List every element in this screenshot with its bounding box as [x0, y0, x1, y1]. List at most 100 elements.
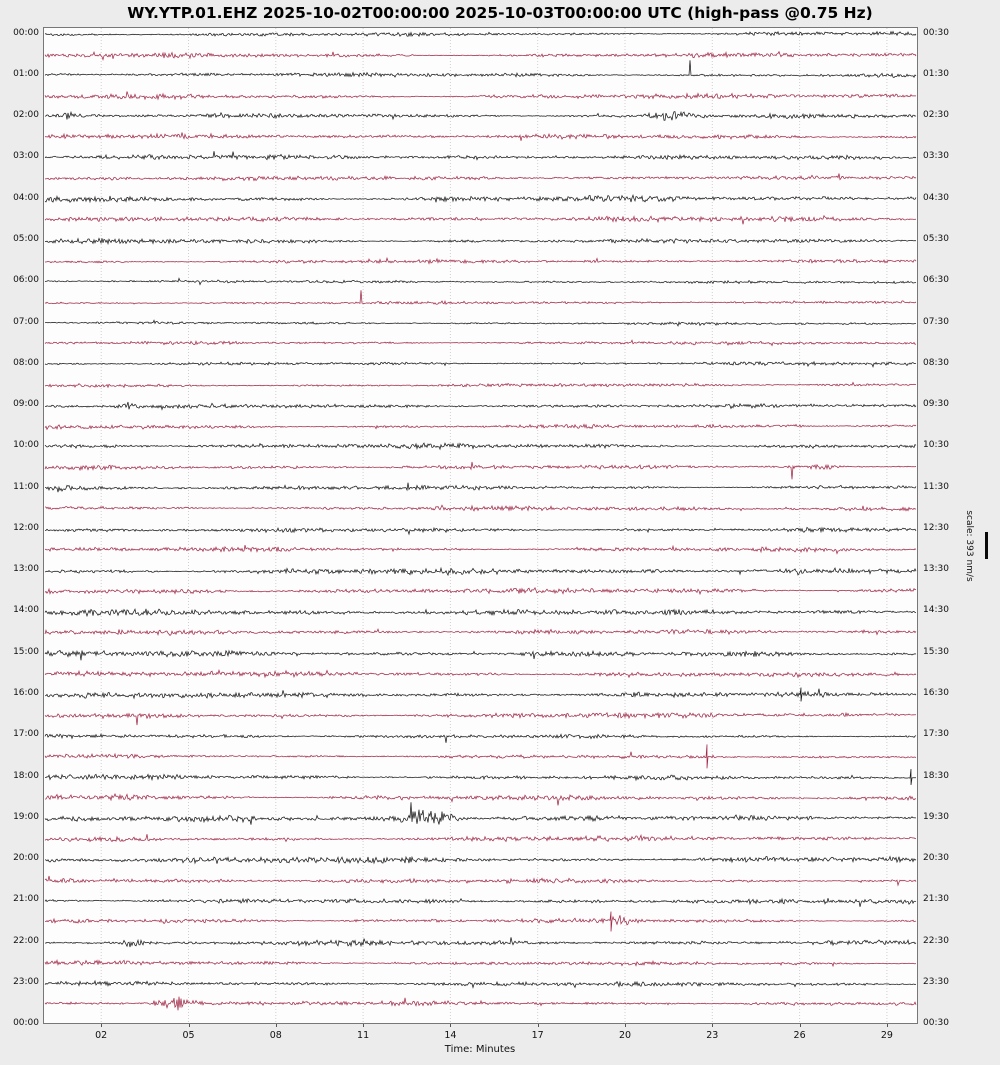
- time-label-right: 01:30: [923, 68, 949, 79]
- trace-1530-red: [44, 669, 917, 679]
- time-label-right: 05:30: [923, 233, 949, 244]
- time-label-left: 00:00: [13, 27, 39, 38]
- trace-1630-red: [44, 711, 917, 726]
- chart-title: WY.YTP.01.EHZ 2025-10-02T00:00:00 2025-1…: [127, 4, 873, 22]
- trace-1230-red: [44, 544, 917, 555]
- time-label-right: 23:30: [923, 976, 949, 987]
- time-label-left: 17:00: [13, 729, 39, 740]
- x-tick-mark: [275, 1024, 277, 1027]
- time-label-left: 18:00: [13, 770, 39, 781]
- trace-0300-black: [44, 151, 917, 161]
- time-label-left: 19:00: [13, 811, 39, 822]
- x-tick-mark: [537, 1024, 539, 1027]
- x-tick-label: 05: [182, 1030, 195, 1041]
- trace-2200-black: [44, 937, 917, 948]
- trace-2330-red: [44, 996, 917, 1011]
- time-label-right: 17:30: [923, 729, 949, 740]
- time-label-right: 21:30: [923, 894, 949, 905]
- trace-1130-red: [44, 504, 917, 512]
- time-label-left: 07:00: [13, 316, 39, 327]
- trace-1100-black: [44, 482, 917, 493]
- time-label-right: 06:30: [923, 275, 949, 286]
- scale-label: scale: 393 nm/s: [964, 510, 974, 582]
- trace-0200-black: [44, 110, 917, 121]
- trace-2100-black: [44, 897, 917, 907]
- x-tick-label: 14: [444, 1030, 457, 1041]
- time-label-right: 13:30: [923, 564, 949, 575]
- time-label-right: 10:30: [923, 440, 949, 451]
- time-label-right: 04:30: [923, 192, 949, 203]
- time-label-right: 19:30: [923, 811, 949, 822]
- trace-0930-red: [44, 423, 917, 431]
- trace-2030-red: [44, 875, 917, 887]
- time-label-left: 14:00: [13, 605, 39, 616]
- trace-1430-red: [44, 628, 917, 636]
- x-tick-label: 17: [531, 1030, 544, 1041]
- x-tick-mark: [450, 1024, 452, 1027]
- time-label-right: 14:30: [923, 605, 949, 616]
- x-tick-mark: [886, 1024, 888, 1027]
- trace-1700-black: [44, 733, 917, 743]
- time-label-left: 10:00: [13, 440, 39, 451]
- time-label-left: 09:00: [13, 399, 39, 409]
- trace-1830-red: [44, 793, 917, 806]
- time-label-left: 03:00: [13, 151, 39, 162]
- trace-0100-black: [44, 60, 917, 79]
- x-tick-label: 23: [706, 1030, 719, 1041]
- trace-0630-red: [44, 290, 917, 305]
- x-tick-label: 08: [269, 1030, 282, 1041]
- x-axis-label: Time: Minutes: [444, 1044, 516, 1055]
- time-label-left: 13:00: [13, 564, 39, 575]
- x-tick-mark: [799, 1024, 801, 1027]
- trace-0230-red: [44, 132, 917, 141]
- time-label-left: 15:00: [13, 646, 39, 657]
- time-label-left: 20:00: [13, 853, 39, 864]
- x-tick-mark: [101, 1024, 103, 1027]
- time-label-left: 16:00: [13, 688, 39, 698]
- trace-1930-red: [44, 834, 917, 843]
- trace-2230-red: [44, 958, 917, 968]
- trace-0330-red: [44, 173, 917, 182]
- time-label-left: 01:00: [13, 68, 39, 79]
- trace-0830-red: [44, 381, 916, 389]
- trace-0400-black: [44, 193, 917, 204]
- seismogram-traces: [44, 28, 917, 1023]
- time-label-left: 12:00: [13, 522, 39, 533]
- trace-0800-black: [44, 360, 917, 368]
- trace-1800-black: [44, 768, 917, 786]
- time-label-right: 02:30: [923, 110, 949, 121]
- time-label-right: 20:30: [923, 853, 949, 864]
- time-label-right: 00:30: [923, 1018, 949, 1029]
- x-tick-mark: [712, 1024, 714, 1027]
- trace-1600-black: [44, 687, 917, 702]
- time-label-left: 04:00: [13, 192, 39, 203]
- trace-1400-black: [44, 608, 917, 618]
- trace-0430-red: [44, 214, 916, 225]
- time-label-right: 08:30: [923, 357, 949, 368]
- time-label-right: 18:30: [923, 770, 949, 781]
- trace-1000-black: [44, 442, 917, 451]
- time-label-left: 02:00: [13, 110, 39, 121]
- trace-1030-red: [44, 461, 917, 480]
- trace-1730-red: [44, 744, 917, 769]
- plot-area: [43, 27, 918, 1024]
- x-tick-label: 11: [357, 1030, 370, 1041]
- time-label-left: 08:00: [13, 357, 39, 368]
- trace-1500-black: [44, 649, 917, 661]
- x-tick-mark: [625, 1024, 626, 1027]
- trace-1300-black: [44, 566, 917, 577]
- trace-0130-red: [44, 91, 917, 101]
- time-label-right: 09:30: [923, 399, 949, 409]
- x-tick-mark: [188, 1024, 190, 1027]
- trace-0700-black: [44, 319, 917, 327]
- time-label-right: 12:30: [923, 522, 949, 533]
- time-label-left: 21:00: [13, 894, 39, 905]
- time-label-left: 00:00: [13, 1018, 39, 1029]
- x-tick-mark: [363, 1024, 365, 1027]
- time-label-left: 22:00: [13, 935, 39, 946]
- time-label-right: 03:30: [923, 151, 949, 162]
- trace-0900-black: [44, 401, 917, 411]
- trace-2000-black: [44, 855, 917, 865]
- trace-2300-black: [44, 979, 917, 989]
